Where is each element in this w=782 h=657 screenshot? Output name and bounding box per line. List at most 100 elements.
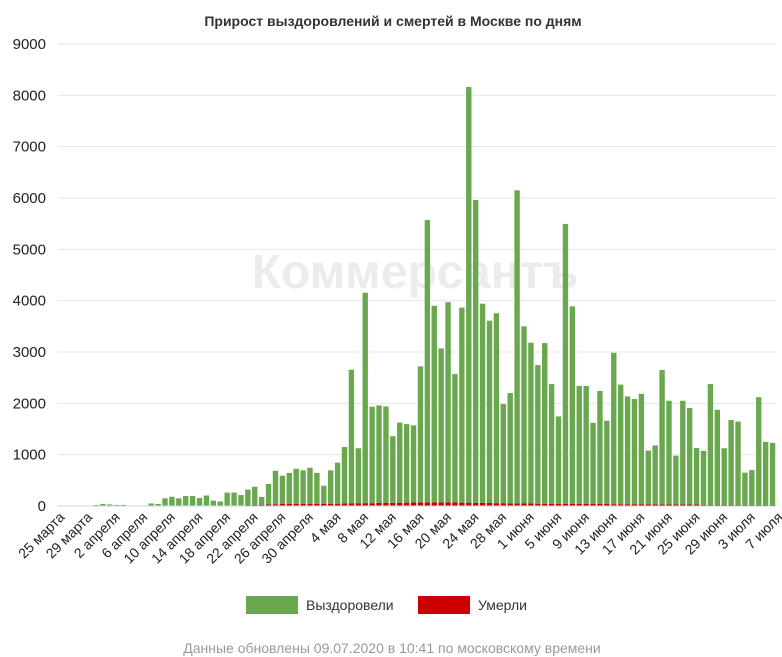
bar-recovered — [617, 384, 624, 505]
y-tick-label: 0 — [38, 498, 46, 515]
bar-died — [466, 502, 472, 506]
bar-recovered — [183, 495, 189, 506]
bar-recovered — [203, 495, 210, 506]
bar-died — [472, 502, 479, 506]
bar-recovered — [189, 495, 196, 506]
bar-recovered — [507, 393, 513, 504]
bar-recovered — [438, 348, 444, 503]
bar-recovered — [652, 445, 658, 505]
bar-died — [659, 504, 665, 506]
legend-item-recovered[interactable]: Выздоровели — [246, 596, 394, 614]
bar-died — [562, 503, 569, 506]
bar-recovered — [376, 405, 382, 503]
bar-died — [355, 503, 362, 506]
legend-swatch-died — [418, 596, 470, 614]
bar-died — [680, 504, 686, 506]
bar-recovered — [417, 366, 424, 503]
bar-recovered — [272, 470, 279, 505]
bar-recovered — [431, 305, 437, 503]
bar-recovered — [245, 489, 251, 505]
bar-recovered — [645, 450, 651, 505]
legend-item-died[interactable]: Умерли — [418, 596, 527, 614]
bar-died — [583, 503, 589, 506]
bar-died — [542, 503, 548, 506]
bar-died — [569, 503, 576, 506]
y-tick-label: 6000 — [13, 190, 46, 207]
bar-recovered — [459, 307, 465, 503]
bar-recovered — [611, 352, 617, 505]
bar-died — [403, 502, 410, 506]
bar-recovered — [666, 400, 672, 505]
bar-recovered — [369, 406, 375, 504]
bar-recovered — [176, 498, 182, 506]
bar-died — [749, 504, 755, 506]
legend[interactable]: Выздоровели Умерли — [246, 596, 527, 614]
bar-died — [431, 502, 437, 506]
legend-swatch-recovered — [246, 596, 298, 614]
y-tick-label: 4000 — [13, 293, 46, 310]
bar-died — [624, 504, 631, 506]
bar-died — [265, 504, 272, 506]
bar-died — [438, 502, 444, 506]
bar-died — [693, 504, 700, 506]
bar-recovered — [445, 302, 451, 503]
bar-recovered — [721, 448, 727, 505]
bar-recovered — [397, 422, 403, 503]
bar-recovered — [762, 441, 769, 505]
bar-recovered — [687, 407, 693, 505]
bar-died — [687, 504, 693, 506]
chart-title: Прирост выздоровлений и смертей в Москве… — [204, 13, 581, 29]
bar-died — [652, 504, 658, 506]
bar-died — [376, 502, 382, 506]
bar-died — [459, 502, 465, 506]
legend-label-recovered: Выздоровели — [306, 597, 394, 613]
bar-recovered — [590, 422, 596, 504]
bar-recovered — [624, 396, 631, 505]
legend-label-died: Умерли — [478, 597, 527, 613]
bar-recovered — [493, 313, 500, 504]
bar-died — [514, 503, 520, 506]
bar-recovered — [500, 404, 506, 504]
bar-recovered — [514, 190, 520, 504]
y-tick-label: 9000 — [13, 36, 46, 53]
bar-recovered — [562, 223, 569, 504]
bar-recovered — [113, 504, 120, 506]
y-tick-label: 3000 — [13, 344, 46, 361]
bar-recovered — [279, 475, 286, 504]
bar-recovered — [597, 391, 603, 504]
bar-died — [617, 504, 624, 506]
bar-recovered — [196, 498, 203, 506]
bar-recovered — [486, 320, 493, 503]
bar-died — [321, 503, 327, 506]
bar-died — [548, 503, 555, 506]
bar-died — [742, 504, 748, 506]
bar-died — [397, 502, 403, 506]
bar-recovered — [535, 365, 541, 504]
bar-recovered — [321, 485, 327, 504]
bar-recovered — [521, 326, 527, 504]
bar-died — [300, 503, 306, 506]
bar-recovered — [162, 498, 168, 506]
y-tick-label: 7000 — [13, 139, 46, 156]
bar-died — [424, 502, 431, 506]
bar-recovered — [555, 416, 562, 504]
bar-recovered — [466, 86, 472, 503]
grid — [58, 43, 776, 507]
bar-recovered — [569, 306, 576, 504]
bar-recovered — [300, 470, 306, 504]
bar-died — [417, 502, 424, 506]
bar-recovered — [362, 292, 368, 504]
bar-recovered — [749, 470, 755, 505]
bar-died — [535, 503, 541, 506]
bar-died — [272, 504, 279, 506]
bar-recovered — [673, 455, 679, 505]
bar-died — [445, 502, 451, 506]
bar-recovered — [479, 303, 486, 503]
bar-died — [521, 503, 527, 506]
bar-recovered — [576, 385, 582, 504]
bar-recovered — [472, 200, 479, 503]
update-note: Данные обновлены 09.07.2020 в 10:41 по м… — [183, 640, 600, 656]
bar-recovered — [756, 397, 762, 505]
bar-died — [762, 504, 769, 506]
bar-recovered — [604, 420, 610, 504]
